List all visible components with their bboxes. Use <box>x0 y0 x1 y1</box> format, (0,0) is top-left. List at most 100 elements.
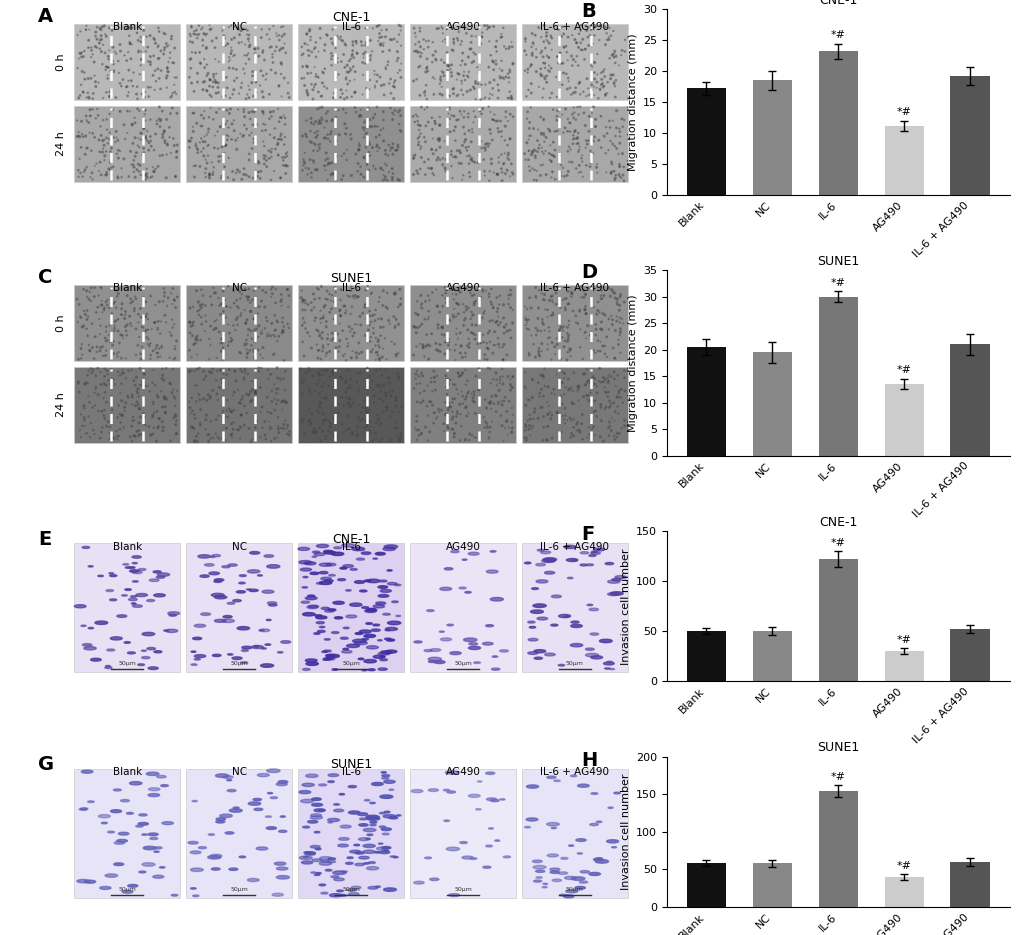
Point <box>156 391 172 406</box>
Point <box>110 398 126 413</box>
Circle shape <box>566 889 578 893</box>
Point <box>521 418 537 433</box>
Point <box>418 78 434 93</box>
Point <box>142 54 158 69</box>
Point <box>408 72 424 87</box>
Point <box>142 384 158 399</box>
Circle shape <box>345 615 357 618</box>
Point <box>569 423 585 438</box>
Circle shape <box>154 594 165 597</box>
Point <box>372 36 388 51</box>
Point <box>610 122 627 137</box>
Point <box>448 295 465 310</box>
Point <box>322 134 338 149</box>
Point <box>150 321 166 336</box>
Point <box>423 110 439 125</box>
Point <box>543 352 559 367</box>
Point <box>427 411 443 426</box>
Point <box>372 378 388 393</box>
Point <box>308 35 324 50</box>
Point <box>229 382 246 397</box>
Point <box>132 52 149 67</box>
Point <box>579 430 595 445</box>
Point <box>112 144 128 159</box>
Point <box>564 28 580 43</box>
Point <box>420 288 436 303</box>
Circle shape <box>544 571 554 574</box>
Circle shape <box>105 874 117 877</box>
Point <box>370 378 386 393</box>
Point <box>357 45 373 60</box>
Point <box>433 327 449 342</box>
Point <box>551 322 568 337</box>
Circle shape <box>136 594 148 597</box>
Point <box>409 308 425 323</box>
Circle shape <box>607 593 618 596</box>
Point <box>123 319 140 334</box>
Point <box>243 304 259 319</box>
Point <box>424 122 440 137</box>
Point <box>551 429 568 444</box>
Point <box>500 91 517 106</box>
Point <box>124 157 141 172</box>
Point <box>293 283 310 298</box>
Point <box>236 398 253 413</box>
Circle shape <box>216 818 225 820</box>
Point <box>344 59 361 74</box>
Point <box>327 172 343 187</box>
Point <box>132 167 149 182</box>
Point <box>89 20 105 35</box>
Point <box>574 148 590 163</box>
Point <box>197 324 213 338</box>
Point <box>361 403 377 418</box>
Point <box>141 419 157 434</box>
Point <box>218 299 234 314</box>
Circle shape <box>490 597 502 601</box>
Point <box>564 154 580 169</box>
Point <box>503 165 520 180</box>
Circle shape <box>544 653 554 656</box>
Point <box>116 399 132 414</box>
Point <box>571 76 587 91</box>
Point <box>337 424 354 439</box>
Point <box>189 283 205 298</box>
Circle shape <box>562 895 574 898</box>
Point <box>413 297 429 312</box>
Point <box>451 285 468 300</box>
Point <box>112 44 128 59</box>
Circle shape <box>169 614 176 616</box>
Point <box>213 363 229 378</box>
Circle shape <box>380 651 391 654</box>
Point <box>164 320 180 335</box>
Point <box>344 395 361 410</box>
Point <box>429 132 445 147</box>
Point <box>307 114 323 129</box>
Point <box>137 309 153 324</box>
Point <box>255 340 271 355</box>
Point <box>328 29 344 44</box>
Circle shape <box>364 659 376 663</box>
Point <box>455 104 472 119</box>
Bar <box>818 296 857 455</box>
Point <box>262 422 278 437</box>
Point <box>120 363 137 378</box>
Point <box>453 138 470 153</box>
Point <box>309 402 325 417</box>
Point <box>150 419 166 434</box>
Point <box>432 72 448 87</box>
Point <box>568 36 584 50</box>
Circle shape <box>300 568 311 571</box>
Point <box>501 377 518 392</box>
Point <box>421 309 437 324</box>
Point <box>374 298 390 313</box>
Point <box>479 137 495 151</box>
Point <box>377 29 393 44</box>
Point <box>445 81 462 96</box>
Point <box>234 22 251 36</box>
Point <box>605 76 622 91</box>
Point <box>242 37 258 52</box>
Point <box>69 314 86 329</box>
Point <box>498 324 515 338</box>
Point <box>579 30 595 45</box>
Point <box>408 43 424 58</box>
